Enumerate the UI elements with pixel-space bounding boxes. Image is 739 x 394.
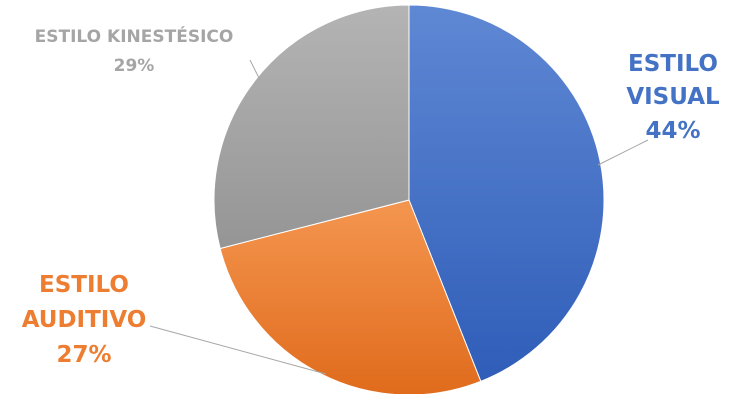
label-visual-percent: 44% <box>645 118 700 144</box>
pie-slices <box>213 4 605 394</box>
leader-lines <box>149 59 649 375</box>
leader-line-auditivo <box>149 325 327 375</box>
slice-label-kinestesico: ESTILO KINESTÉSICO 29% <box>35 25 234 76</box>
slice-auditivo <box>219 199 482 394</box>
slice-label-auditivo: ESTILO AUDITIVO 27% <box>22 272 147 368</box>
label-auditivo-percent: 27% <box>56 342 111 368</box>
label-visual-line-1: ESTILO <box>628 51 718 77</box>
slice-label-visual: ESTILO VISUAL 44% <box>626 51 720 144</box>
label-visual-line-2: VISUAL <box>626 84 720 110</box>
label-auditivo-line-1: ESTILO <box>39 272 129 298</box>
leader-line-kinestesico <box>249 59 261 81</box>
slice-kinestesico <box>213 4 410 250</box>
label-kinestesico-percent: 29% <box>114 56 155 76</box>
label-kinestesico-line-1: ESTILO KINESTÉSICO <box>35 25 234 47</box>
leader-line-visual <box>597 139 649 166</box>
label-auditivo-line-2: AUDITIVO <box>22 307 147 333</box>
